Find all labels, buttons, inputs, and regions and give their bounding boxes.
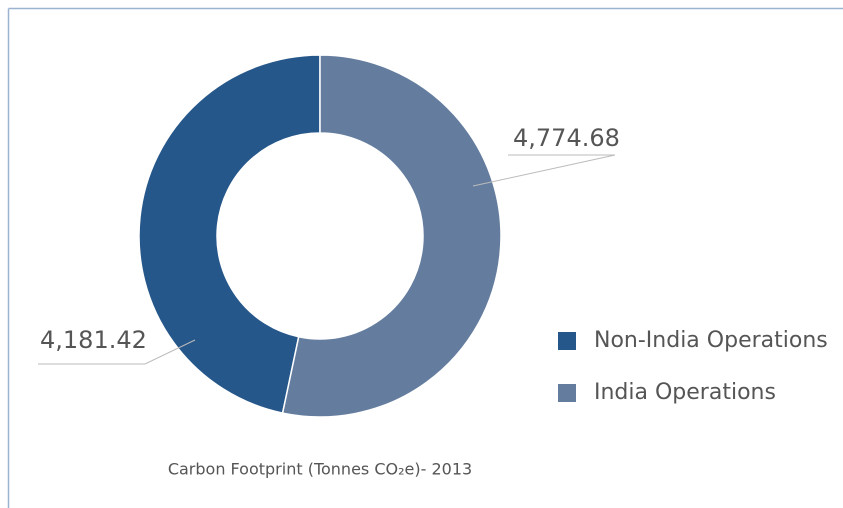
slice	[138, 54, 321, 414]
legend-swatch	[558, 332, 576, 350]
slice	[281, 54, 502, 418]
legend-label: Non-India Operations	[594, 328, 828, 353]
chart-title: Carbon Footprint (Tonnes CO₂e)- 2013	[168, 460, 472, 479]
legend-label: India Operations	[594, 380, 776, 405]
legend-swatch	[558, 384, 576, 402]
leader-line	[472, 154, 616, 187]
leader-line	[38, 339, 196, 365]
data-label: 4,181.42	[40, 326, 147, 354]
data-label: 4,774.68	[513, 124, 620, 152]
